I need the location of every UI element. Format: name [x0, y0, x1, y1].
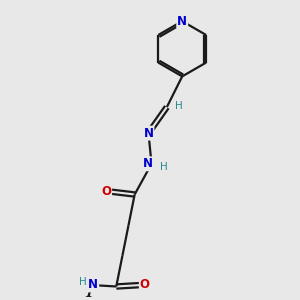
Text: O: O	[140, 278, 150, 292]
Text: N: N	[143, 127, 154, 140]
Text: H: H	[176, 100, 183, 110]
Text: N: N	[143, 157, 153, 170]
Text: H: H	[79, 277, 86, 287]
Text: N: N	[88, 278, 98, 292]
Text: N: N	[177, 15, 187, 28]
Text: O: O	[101, 185, 111, 198]
Text: H: H	[160, 162, 168, 172]
